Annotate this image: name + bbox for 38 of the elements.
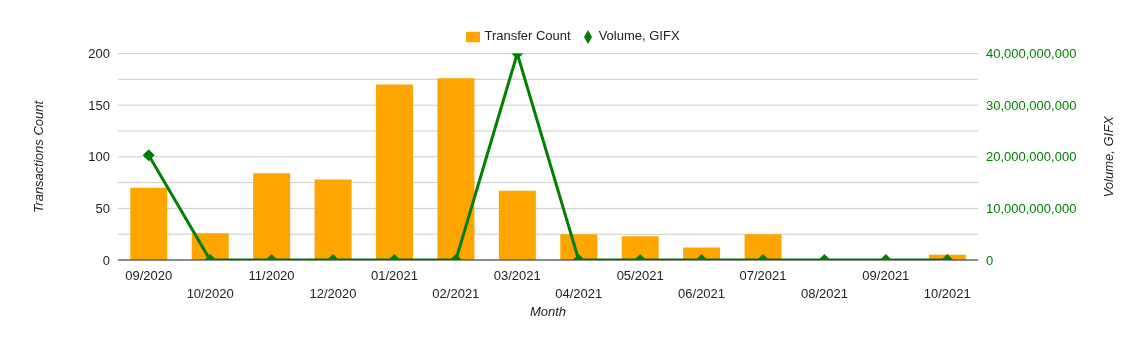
x-tick-label: 12/2020 [309, 286, 357, 301]
x-tick-label: 06/2021 [678, 286, 726, 301]
x-tick-label: 04/2021 [555, 286, 603, 301]
x-axis-title: Month [529, 304, 567, 319]
legend-label: Volume, GIFX [598, 28, 680, 43]
bar [744, 234, 782, 260]
x-tick-label: 10/2021 [923, 286, 971, 301]
y2-tick-label: 0 [986, 252, 994, 268]
bar [621, 236, 659, 260]
x-tick-label: 10/2020 [186, 286, 234, 301]
x-tick-label: 07/2021 [739, 268, 787, 283]
bar [130, 187, 168, 260]
y-tick-label: 200 [88, 46, 110, 62]
y-tick-label: 0 [102, 252, 110, 268]
x-tick-label: 09/2020 [125, 268, 173, 283]
bar [314, 179, 352, 260]
x-tick-label: 11/2020 [248, 268, 295, 283]
bar [498, 190, 536, 260]
y-tick-label: 100 [88, 149, 110, 165]
point [142, 149, 155, 162]
legend-label: Transfer Count [484, 28, 571, 43]
y-tick-label: 50 [95, 201, 110, 217]
x-tick-label: 02/2021 [432, 286, 480, 301]
bar [437, 78, 475, 260]
y-tick-label: 150 [88, 97, 110, 113]
x-tick-label: 09/2021 [862, 268, 910, 283]
x-tick-label: 03/2021 [493, 268, 541, 283]
y2-tick-label: 20,000,000,000 [986, 149, 1077, 165]
x-tick-label: 01/2021 [370, 268, 418, 283]
y2-tick-label: 40,000,000,000 [986, 46, 1077, 62]
x-tick-label: 05/2021 [616, 268, 664, 283]
y2-axis-title: Volume, GIFX [1100, 114, 1116, 198]
y2-tick-label: 10,000,000,000 [986, 201, 1077, 217]
bar [253, 173, 291, 260]
y2-tick-label: 30,000,000,000 [986, 97, 1077, 113]
bar [376, 84, 413, 260]
y-axis-title: Transactions Count [30, 99, 46, 213]
x-tick-label: 08/2021 [800, 286, 848, 301]
